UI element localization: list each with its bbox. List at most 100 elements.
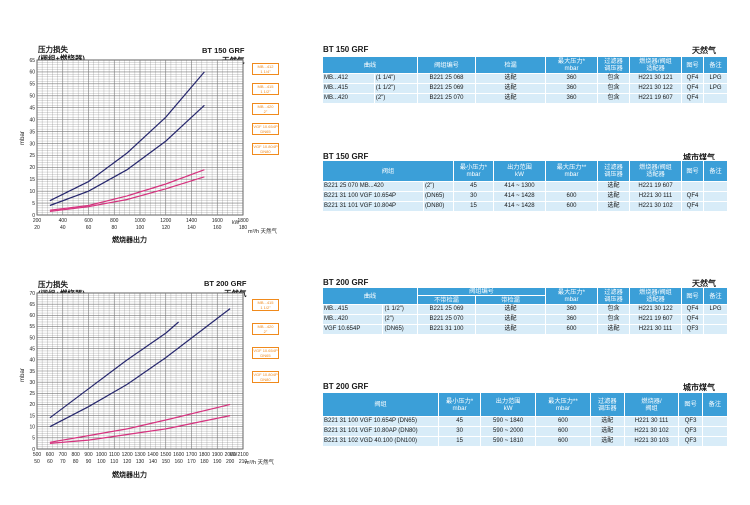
table3-header-row: 曲线 阀组编号 最大压力* mbar 过滤器 调压器 燃烧器/阀组 适配器 图号 备注 bbox=[322, 287, 728, 305]
legend-entry: MB...420 2" bbox=[252, 103, 279, 115]
y-tick-label: 65 bbox=[29, 302, 35, 308]
table4-header: 最大压力** mbar bbox=[535, 392, 591, 417]
chart1-title: 压力损失 (阀组+燃烧器) bbox=[38, 45, 85, 63]
table-row: MB...412 (1 1/4") B221 25 068 选配 360 包含 H221 3… bbox=[322, 73, 728, 84]
series-line bbox=[49, 308, 231, 428]
table4-model: BT 200 GRF bbox=[323, 382, 369, 391]
table3-header: 燃烧器/阀组 适配器 bbox=[629, 287, 682, 305]
table3-gas: 天然气 bbox=[692, 279, 716, 288]
x-tick-label: 1400 bbox=[147, 452, 158, 458]
table-cell: 600 bbox=[545, 201, 598, 212]
table2-header: 图号 bbox=[681, 160, 704, 182]
x-tick-label-m3h: 100 bbox=[136, 225, 145, 231]
table1-header: 最大压力* mbar bbox=[545, 56, 598, 74]
table-cell bbox=[545, 181, 598, 192]
table-row: B221 25 070 MB...420 (2") 45 414 ~ 1300 选配 H2… bbox=[322, 181, 728, 192]
chart2-title-line1: 压力损失 bbox=[38, 280, 68, 289]
table-cell: H221 30 122 bbox=[629, 83, 682, 94]
table-cell: H221 30 102 bbox=[623, 426, 680, 437]
y-tick-label: 25 bbox=[29, 153, 35, 159]
x-tick-label: 1100 bbox=[109, 452, 120, 458]
x-tick-label-m3h: 40 bbox=[60, 225, 66, 231]
table-cell: LPG bbox=[703, 304, 728, 315]
y-tick-label: 5 bbox=[32, 436, 35, 442]
table-cell: 选配 bbox=[597, 201, 630, 212]
table-cell: MB...415 bbox=[322, 83, 375, 94]
x-tick-label: 1000 bbox=[96, 452, 107, 458]
table-cell: 选配 bbox=[597, 181, 630, 192]
y-tick-label: 50 bbox=[29, 335, 35, 341]
table-cell: 选配 bbox=[475, 304, 546, 315]
table-cell: 600 bbox=[535, 436, 591, 447]
x-tick-label: 1200 bbox=[160, 218, 171, 224]
table1-header: 过滤器 调压器 bbox=[597, 56, 630, 74]
table1-header-row: 曲线 阀组编号 检漏 最大压力* mbar 过滤器 调压器 燃烧器/阀组 适配器 图号… bbox=[322, 56, 728, 74]
table-cell: QF3 bbox=[678, 416, 703, 427]
y-tick-label: 35 bbox=[29, 129, 35, 135]
x-tick-label: 900 bbox=[84, 452, 93, 458]
table2-header: 阀组 bbox=[322, 160, 454, 182]
table-cell: MB...420 bbox=[322, 93, 375, 104]
table-cell: B221 25 070 MB...420 bbox=[322, 181, 424, 192]
table-cell: B221 25 070 bbox=[417, 93, 476, 104]
table4-header-row: 阀组 最小压力* mbar 出力范围 kW 最大压力** mbar 过滤器 调压器 燃烧… bbox=[321, 392, 729, 417]
series-line bbox=[49, 169, 205, 211]
table-cell: 600 bbox=[535, 416, 591, 427]
table-row: B221 31 100 VGF 10.654P (DN65) 30 414 ~ 142… bbox=[322, 191, 728, 202]
x-tick-label: 1900 bbox=[212, 452, 223, 458]
table-cell: 15 bbox=[453, 201, 494, 212]
x-tick-label: 700 bbox=[59, 452, 68, 458]
legend-entry: VGF 10.804P DN80 bbox=[252, 371, 279, 383]
chart2-xunit: m³/h 天然气 bbox=[245, 460, 275, 466]
x-tick-label-m3h: 110 bbox=[110, 459, 118, 465]
table1-model: BT 150 GRF bbox=[323, 45, 369, 54]
table-cell: B221 25 070 bbox=[417, 314, 476, 325]
table-cell: 590 ~ 1810 bbox=[480, 436, 537, 447]
table2-gas: 城市煤气 bbox=[683, 153, 715, 162]
table4-gas: 城市煤气 bbox=[683, 383, 715, 392]
y-tick-label: 65 bbox=[29, 58, 35, 64]
chart2-plot: 0 5 10 15 20 25 30 35 40 45 50 55 60 65 70 500 600 700 800… bbox=[29, 291, 248, 465]
table-cell: B221 31 100 VGF 10.654P (DN65) bbox=[321, 416, 440, 427]
chart1-model: BT 150 GRF bbox=[202, 46, 245, 55]
x-tick-label-m3h: 200 bbox=[226, 459, 235, 465]
legend-entry: MB...415 1 1/2" bbox=[252, 83, 279, 95]
table3-header: 图号 bbox=[681, 287, 704, 305]
chart1-title-line2: (阀组+燃烧器) bbox=[38, 54, 85, 63]
table-cell: 15 bbox=[438, 436, 482, 447]
x-tick-label-m3h: 160 bbox=[174, 459, 183, 465]
table-cell: (2") bbox=[373, 93, 419, 104]
series-line bbox=[49, 71, 205, 202]
table-cell: B221 25 069 bbox=[417, 83, 476, 94]
table2-header: 过滤器 调压器 bbox=[597, 160, 630, 182]
x-tick-label: 500 bbox=[33, 452, 42, 458]
table3-subheader: 不带检漏 bbox=[417, 295, 476, 305]
table1-header: 图号 bbox=[681, 56, 704, 74]
x-tick-label: 1400 bbox=[186, 218, 197, 224]
x-tick-label-m3h: 20 bbox=[34, 225, 40, 231]
legend-entry: MB...420 2" bbox=[252, 323, 279, 335]
table-cell: B221 31 101 VGF 10.80AP (DN80) bbox=[321, 426, 440, 437]
legend-entry: MB...412 1 1/4" bbox=[252, 63, 279, 75]
chart1-xunit-kw: kW bbox=[232, 220, 240, 226]
table1-header: 备注 bbox=[703, 56, 728, 74]
table2-header: 燃烧器/阀组 适配器 bbox=[629, 160, 682, 182]
table-row: B221 31 101 VGF 10.804P (DN80) 15 414 ~ 142… bbox=[322, 201, 728, 212]
x-tick-label: 1600 bbox=[173, 452, 184, 458]
table-cell: 选配 bbox=[475, 83, 546, 94]
table-cell: B221 31 101 VGF 10.804P bbox=[322, 201, 424, 212]
table-cell bbox=[701, 436, 729, 447]
table-cell: 360 bbox=[545, 314, 598, 325]
series-line bbox=[49, 176, 205, 212]
x-tick-label-m3h: 90 bbox=[86, 459, 92, 465]
table-cell bbox=[703, 314, 728, 325]
x-tick-label: 800 bbox=[71, 452, 80, 458]
table-cell: 45 bbox=[438, 416, 482, 427]
x-tick-label-m3h: 180 bbox=[200, 459, 209, 465]
table-cell: (DN80) bbox=[422, 201, 455, 212]
x-tick-label-m3h: 100 bbox=[97, 459, 106, 465]
table-cell: MB...415 bbox=[321, 304, 384, 315]
table-cell: 360 bbox=[545, 304, 598, 315]
y-tick-label: 55 bbox=[29, 324, 35, 330]
table3-header: 过滤器 调压器 bbox=[597, 287, 630, 305]
